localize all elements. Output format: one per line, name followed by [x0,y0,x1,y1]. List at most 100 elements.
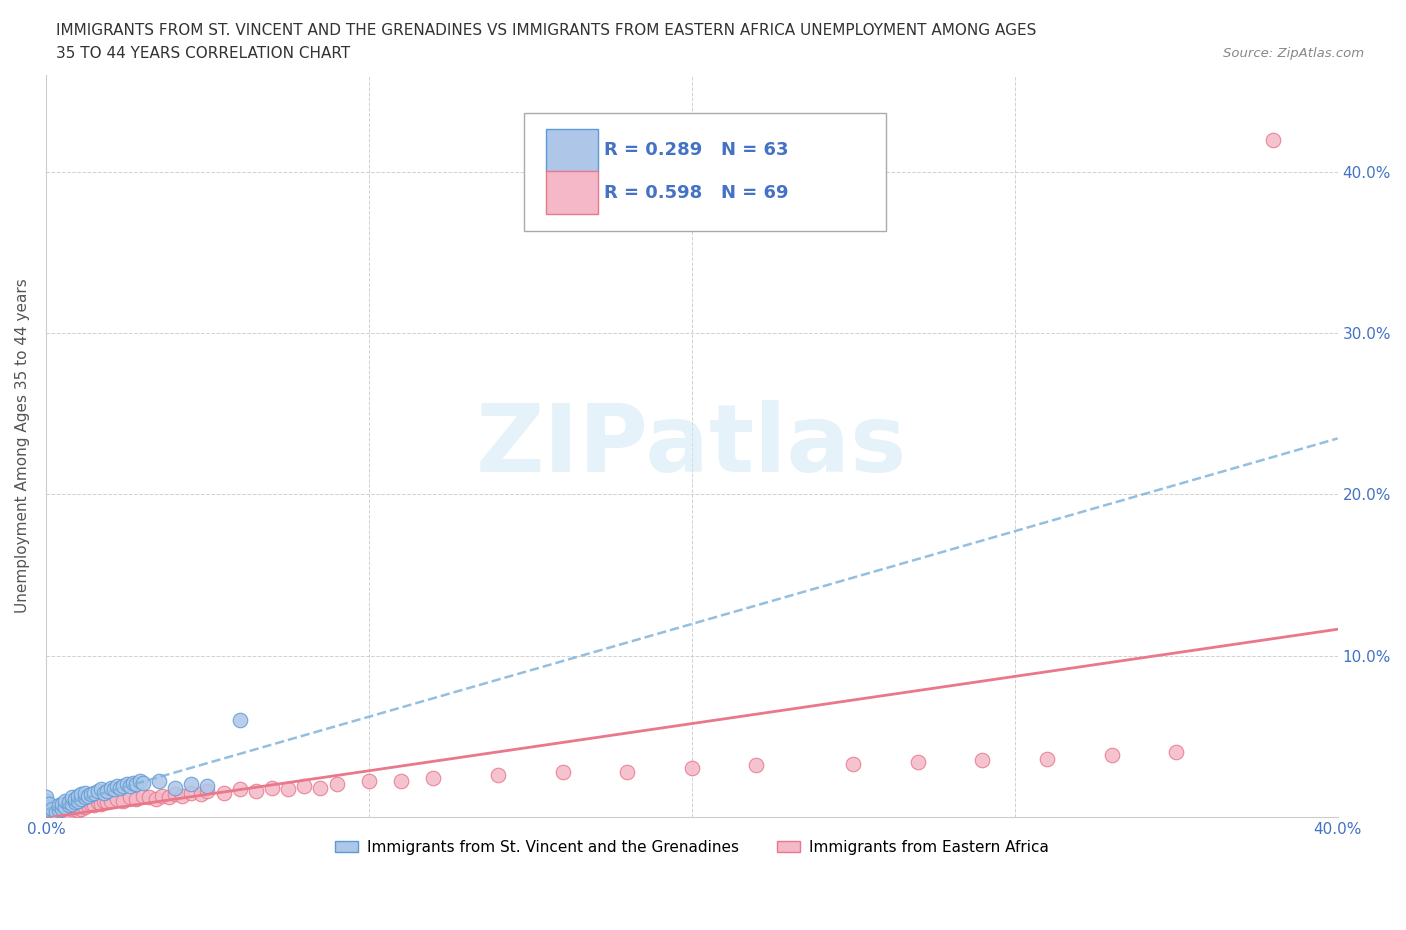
Point [48,803,70,817]
Point [1101,748,1123,763]
Point [35,793,58,808]
Point [63,791,86,806]
Point [157,790,180,804]
Point [309,780,332,795]
Point [83,798,105,813]
Point [148,774,170,789]
Point [228,712,250,727]
Text: IMMIGRANTS FROM ST. VINCENT AND THE GRENADINES VS IMMIGRANTS FROM EASTERN AFRICA: IMMIGRANTS FROM ST. VINCENT AND THE GREN… [56,23,1036,38]
Point [132,789,155,804]
Text: 35 TO 44 YEARS CORRELATION CHART: 35 TO 44 YEARS CORRELATION CHART [56,46,350,61]
Point [325,777,347,792]
Point [122,776,145,790]
Point [67,789,90,804]
Point [63,795,86,810]
Point [51,802,73,817]
Point [53,800,76,815]
Point [67,796,90,811]
Point [80,787,103,802]
Point [35,798,58,813]
Point [103,782,125,797]
Point [112,778,135,793]
Point [1166,745,1188,760]
Text: ZIPatlas: ZIPatlas [477,400,907,492]
Point [190,787,212,802]
Point [67,793,90,808]
Point [60,796,83,811]
Point [105,791,128,806]
Point [90,796,112,811]
Point [86,783,108,798]
Point [681,761,703,776]
FancyBboxPatch shape [546,171,598,214]
Point [35,806,58,821]
Point [45,802,67,817]
Point [180,777,202,792]
Point [73,785,96,800]
Point [842,756,865,771]
Point [35,804,58,819]
Point [67,803,90,817]
Point [357,774,380,789]
Point [35,807,58,822]
Point [197,783,219,798]
Point [260,780,283,795]
Point [35,809,58,824]
Point [51,796,73,811]
Point [1261,132,1284,147]
Point [48,798,70,813]
Point [907,754,929,769]
Point [972,753,994,768]
Point [77,789,100,804]
Point [132,776,155,790]
Point [292,778,315,793]
Point [245,783,267,798]
Point [145,791,167,806]
Point [100,793,122,808]
Legend: Immigrants from St. Vincent and the Grenadines, Immigrants from Eastern Africa: Immigrants from St. Vincent and the Gren… [329,833,1054,861]
Text: Source: ZipAtlas.com: Source: ZipAtlas.com [1223,46,1364,60]
Point [60,790,83,804]
Point [422,771,444,786]
Point [58,804,80,819]
Point [125,791,148,806]
Point [38,796,60,811]
Point [170,789,193,804]
Point [35,807,58,822]
Point [38,803,60,817]
Point [35,790,58,804]
Point [70,787,93,802]
Point [138,790,160,804]
FancyBboxPatch shape [524,113,886,232]
Point [51,804,73,819]
Point [35,809,58,824]
Point [551,764,574,779]
Point [1036,751,1059,766]
Point [105,778,128,793]
Point [53,803,76,817]
Point [70,802,93,817]
Point [110,780,132,795]
Point [58,798,80,813]
Point [35,796,58,811]
Point [38,807,60,822]
Point [115,777,138,792]
Text: R = 0.289   N = 63: R = 0.289 N = 63 [605,141,789,159]
Point [48,806,70,821]
Y-axis label: Unemployment Among Ages 35 to 44 years: Unemployment Among Ages 35 to 44 years [15,279,30,614]
Point [45,804,67,819]
Point [58,795,80,810]
Point [96,795,118,810]
Point [93,785,115,800]
Point [165,780,187,795]
Point [41,803,63,817]
Point [118,778,141,793]
Point [35,806,58,821]
Point [150,789,173,804]
Point [180,785,202,800]
Point [35,803,58,817]
Point [212,785,235,800]
Point [35,807,58,822]
Point [63,800,86,815]
Point [48,800,70,815]
